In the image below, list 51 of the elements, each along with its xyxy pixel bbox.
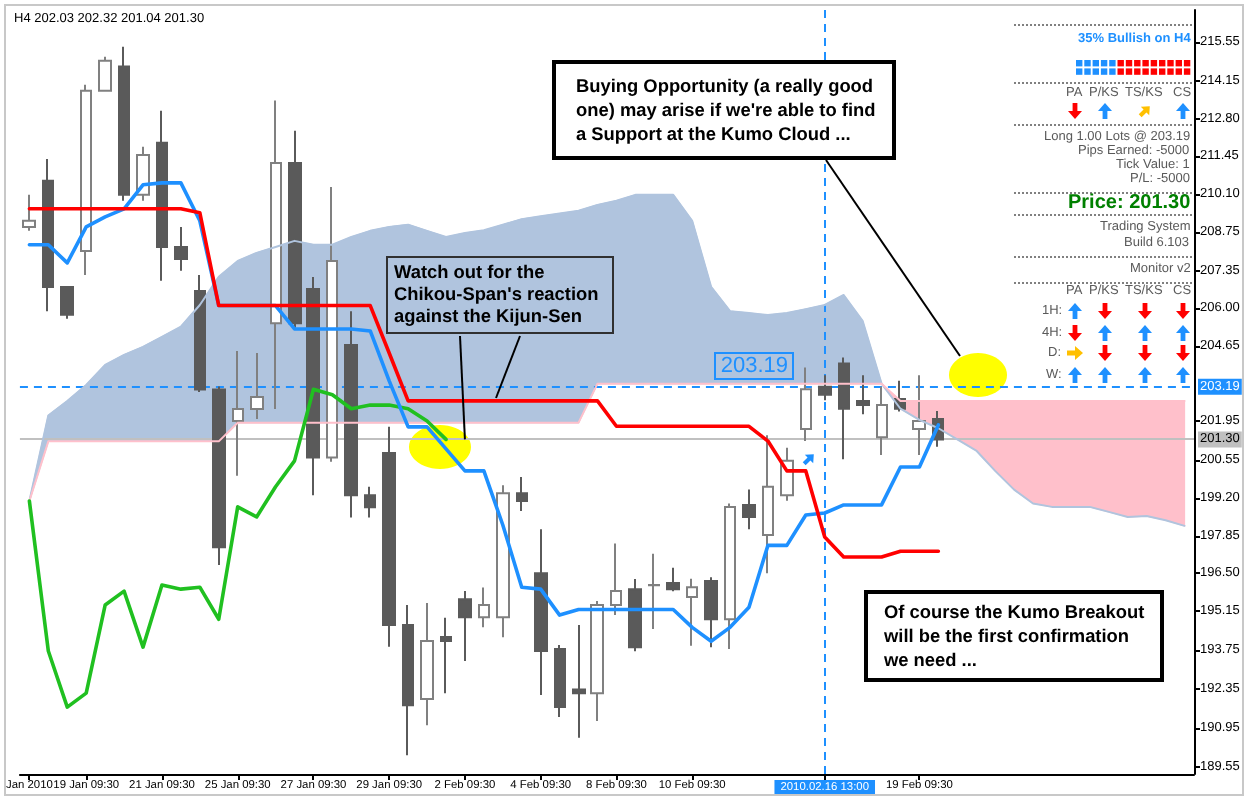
candlestick xyxy=(554,643,566,719)
candlestick xyxy=(818,374,832,402)
annotation: 203.19 xyxy=(714,351,795,380)
candlestick xyxy=(60,285,74,320)
candlestick xyxy=(496,484,510,639)
annotation: Buying Opportunity (a really good one) may arise if we're able to find a Support at the Kumo Cloud ... xyxy=(552,60,896,160)
line-series xyxy=(27,207,941,559)
candlestick xyxy=(306,276,320,497)
candlestick xyxy=(800,366,812,443)
candlestick xyxy=(458,590,472,663)
candlestick xyxy=(478,586,490,629)
candlestick xyxy=(838,356,850,461)
candlestick xyxy=(402,604,414,757)
candlestick xyxy=(174,225,188,272)
candlestick xyxy=(572,624,586,739)
candlestick xyxy=(666,566,680,593)
candlestick xyxy=(686,577,698,647)
candlestick xyxy=(440,616,452,695)
candlestick xyxy=(912,374,926,457)
candlestick xyxy=(344,310,358,519)
candlestick xyxy=(194,273,206,393)
candlestick xyxy=(516,476,528,513)
candlestick xyxy=(212,385,226,566)
candlestick xyxy=(742,488,756,531)
candlestick xyxy=(628,578,642,653)
candlestick xyxy=(22,193,36,232)
candlestick xyxy=(704,576,718,649)
candlestick xyxy=(420,602,434,727)
annotation: Of course the Kumo Breakout will be the first confirmation we need ... xyxy=(864,590,1164,682)
candlestick xyxy=(232,350,244,477)
candlestick xyxy=(288,129,302,329)
candlestick xyxy=(856,374,870,416)
candlestick xyxy=(326,186,338,463)
candlestick xyxy=(762,434,774,575)
candlestick xyxy=(42,157,54,313)
candlestick xyxy=(876,385,888,457)
candlestick xyxy=(250,351,264,421)
candlestick xyxy=(270,99,282,411)
candlestick xyxy=(118,45,130,202)
candlestick xyxy=(80,83,92,276)
candlestick xyxy=(724,502,736,651)
candlestick xyxy=(156,109,168,282)
annotation: Price: 201.30 xyxy=(1068,192,1191,214)
candlestick xyxy=(610,542,622,617)
candlestick xyxy=(534,528,548,697)
candlestick xyxy=(98,55,112,92)
candlestick xyxy=(364,485,376,519)
candlestick xyxy=(648,552,660,631)
candlestick xyxy=(590,600,604,723)
candlestick xyxy=(382,425,396,648)
annotation: Watch out for the Chikou-Span's reaction against the Kijun-Sen xyxy=(386,256,614,334)
